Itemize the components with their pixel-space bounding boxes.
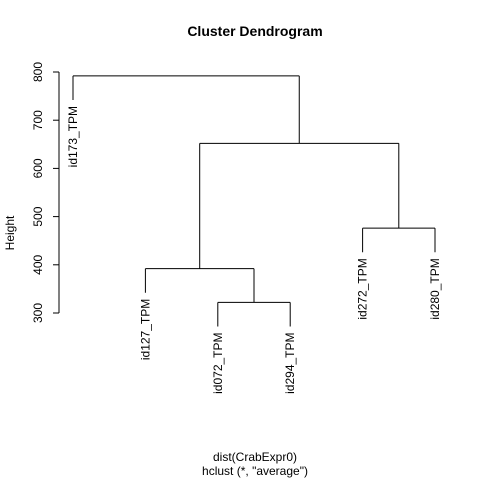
y-axis-label: Height xyxy=(3,215,17,250)
y-axis: 300 400 500 600 700 800 xyxy=(31,62,60,323)
chart-title: Cluster Dendrogram xyxy=(187,23,322,39)
y-tick-label: 500 xyxy=(31,206,45,226)
y-tick-label: 800 xyxy=(31,62,45,82)
leaf-label: id272_TPM xyxy=(356,258,370,319)
leaf-label: id280_TPM xyxy=(428,258,442,319)
leaf-label: id173_TPM xyxy=(66,106,80,167)
leaf-label: id294_TPM xyxy=(283,332,297,393)
x-axis-label: dist(CrabExpr0) xyxy=(213,450,297,464)
leaf-label: id127_TPM xyxy=(138,299,152,360)
leaf-label: id072_TPM xyxy=(211,332,225,393)
y-tick-label: 400 xyxy=(31,254,45,274)
leaf-labels: id173_TPM id127_TPM id072_TPM id294_TPM id27… xyxy=(66,106,442,394)
y-tick-label: 300 xyxy=(31,303,45,323)
y-tick-label: 600 xyxy=(31,158,45,178)
y-tick-label: 700 xyxy=(31,110,45,130)
method-label: hclust (*, "average") xyxy=(202,464,308,478)
dendrogram-tree xyxy=(72,75,436,327)
